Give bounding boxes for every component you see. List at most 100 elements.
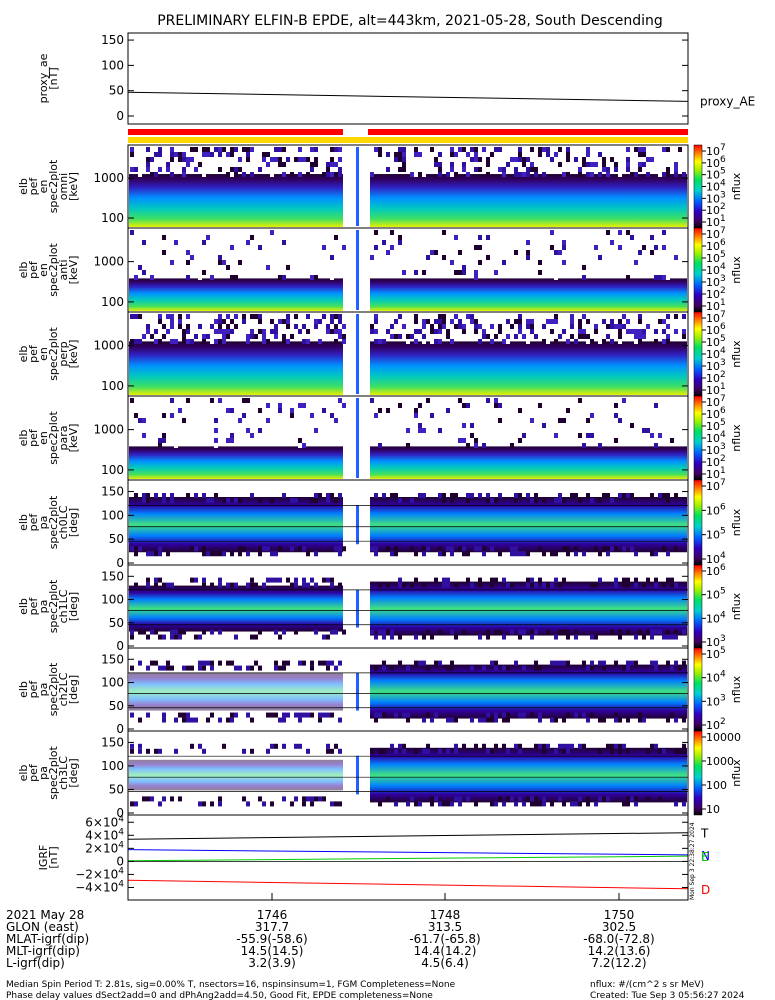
spectrogram-cell: [654, 403, 658, 408]
spectrogram-cell: [538, 712, 542, 718]
spectrogram-cell: [514, 660, 518, 666]
spectrogram-cell: [674, 319, 678, 324]
spectrogram-cell: [166, 167, 170, 172]
spectrogram-cell: [290, 413, 294, 418]
spectrogram-cell: [306, 712, 310, 718]
spectrogram-cell: [558, 582, 562, 588]
spectrogram-cell: [598, 152, 602, 157]
spectrogram-cell: [386, 152, 390, 157]
spectrogram-cell: [138, 418, 142, 423]
spectrogram-cell: [314, 162, 318, 167]
spectrogram-cell: [614, 314, 618, 319]
spectrogram-cell: [554, 167, 558, 172]
spectrogram-cell: [414, 334, 418, 339]
spectrogram-cell: [262, 582, 266, 588]
spectrogram-cell: [414, 660, 418, 666]
spectrogram-cell: [566, 748, 570, 754]
spectrogram-cell: [562, 801, 566, 807]
spectrogram-cell: [418, 403, 422, 408]
spectrogram-cell: [474, 801, 478, 807]
spectrogram-cell: [246, 712, 250, 718]
spectrogram-cell: [282, 172, 286, 177]
spectrogram-cell: [258, 498, 262, 503]
spectrogram-cell: [418, 493, 422, 498]
spectrogram-cell: [218, 152, 222, 157]
spectrogram-cell: [658, 433, 662, 438]
spectrogram-cell: [214, 428, 218, 433]
spectrogram-cell: [338, 147, 342, 152]
spectrogram-cell: [506, 665, 510, 671]
spectrogram-cell: [170, 172, 174, 177]
spectrogram-cell: [486, 162, 490, 167]
spectrogram-cell: [234, 147, 238, 152]
spectrogram-cell: [382, 167, 386, 172]
spectrogram-cell: [578, 796, 582, 802]
spectrogram-cell: [586, 152, 590, 157]
spectrogram-cell: [682, 245, 686, 250]
spectrogram-cell: [526, 319, 530, 324]
spectrogram-cell: [526, 167, 530, 172]
spectrogram-cell: [182, 329, 186, 334]
y-tick-label: 50: [109, 699, 124, 713]
spectrogram-cell: [462, 546, 466, 552]
spectrogram-cell: [134, 582, 138, 588]
spectrogram-cell: [458, 250, 462, 255]
spectrogram-cell: [262, 334, 266, 339]
spectrogram-cell: [582, 413, 586, 418]
y-axis-label-line: pa: [37, 766, 50, 780]
spectrogram-cell: [522, 801, 526, 807]
spectrogram-cell: [326, 329, 330, 334]
spectrogram-cell: [170, 314, 174, 319]
spectrogram-cell: [586, 433, 590, 438]
spectrogram-cell: [618, 743, 622, 749]
spectrogram-cell: [202, 147, 206, 152]
spectrogram-cell: [446, 717, 450, 723]
spectrogram-cell: [438, 551, 442, 557]
spectrogram-cell: [654, 582, 658, 588]
spectrogram-cell: [510, 324, 514, 329]
y-tick-label: 100: [101, 593, 124, 607]
spectrogram-cell: [342, 230, 346, 235]
spectrogram-cell: [478, 162, 482, 167]
spectrogram-cell: [478, 634, 482, 640]
spectrogram-cell: [230, 167, 234, 172]
spectrogram-cell: [182, 665, 186, 671]
spectrogram-cell: [414, 172, 418, 177]
spectrogram-cell: [194, 546, 198, 552]
spectrogram-cell: [594, 157, 598, 162]
spectrogram-cell: [390, 314, 394, 319]
spectrogram-cell: [330, 275, 334, 280]
spectrogram-cell: [186, 339, 190, 344]
spectrogram-cell: [518, 493, 522, 498]
spectrogram-cell: [242, 428, 246, 433]
spectrogram-cell: [382, 634, 386, 640]
spectrogram-cell: [546, 152, 550, 157]
spectrogram-cell: [582, 443, 586, 448]
spectrogram-cell: [514, 498, 518, 503]
spectrogram-cell: [234, 634, 238, 640]
spectrogram-cell: [590, 172, 594, 177]
spectrogram-cell: [202, 172, 206, 177]
spectrogram-cell: [130, 634, 134, 640]
spectrogram-cell: [610, 498, 614, 503]
spectrogram-cell: [282, 339, 286, 344]
spectrogram-cell: [158, 147, 162, 152]
spectrogram-cell: [258, 629, 262, 635]
spectrogram-cell: [150, 629, 154, 635]
spectrogram-cell: [334, 147, 338, 152]
spectrogram-cell: [246, 398, 250, 403]
spectrogram-cell: [138, 743, 142, 749]
spectrogram-cell: [590, 167, 594, 172]
spectrogram-cell: [398, 660, 402, 666]
spectrogram-cell: [218, 147, 222, 152]
spectrogram-cell: [478, 245, 482, 250]
spectrogram-cell: [310, 162, 314, 167]
spectrogram-cell: [654, 443, 658, 448]
spectrogram-cell: [274, 167, 278, 172]
y-axis-label-line: [keV]: [67, 172, 80, 201]
y-tick-label: 4×104: [85, 827, 124, 842]
spectrogram-cell: [594, 324, 598, 329]
spectrogram-cell: [478, 546, 482, 552]
